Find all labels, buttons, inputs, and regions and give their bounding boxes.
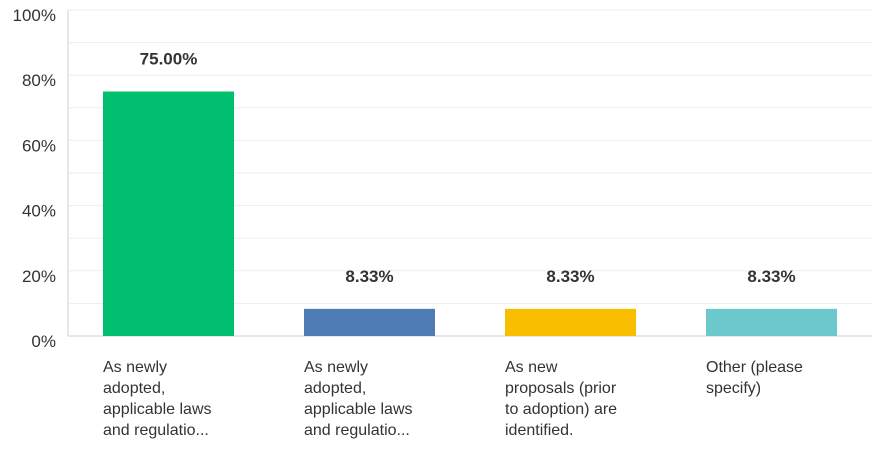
- y-tick-label: 0%: [31, 332, 56, 351]
- bar: [706, 308, 837, 336]
- data-label: 8.33%: [747, 267, 795, 286]
- category-label: As newly adopted, applicable laws and regul…: [304, 359, 413, 439]
- y-tick-label: 40%: [22, 202, 56, 221]
- y-tick-label: 60%: [22, 136, 56, 155]
- data-label: 75.00%: [140, 50, 198, 69]
- data-label: 8.33%: [345, 267, 393, 286]
- data-label: 8.33%: [546, 267, 594, 286]
- category-label: Other (please specify): [706, 359, 803, 397]
- y-tick-label: 20%: [22, 267, 56, 286]
- y-tick-label: 80%: [22, 71, 56, 90]
- bar: [304, 308, 435, 336]
- category-label: As new proposals (prior to adoption) are id…: [505, 359, 617, 439]
- category-label: As newly adopted, applicable laws and regul…: [103, 359, 212, 439]
- bar: [505, 308, 636, 336]
- bar: [103, 91, 234, 336]
- y-tick-label: 100%: [13, 6, 56, 25]
